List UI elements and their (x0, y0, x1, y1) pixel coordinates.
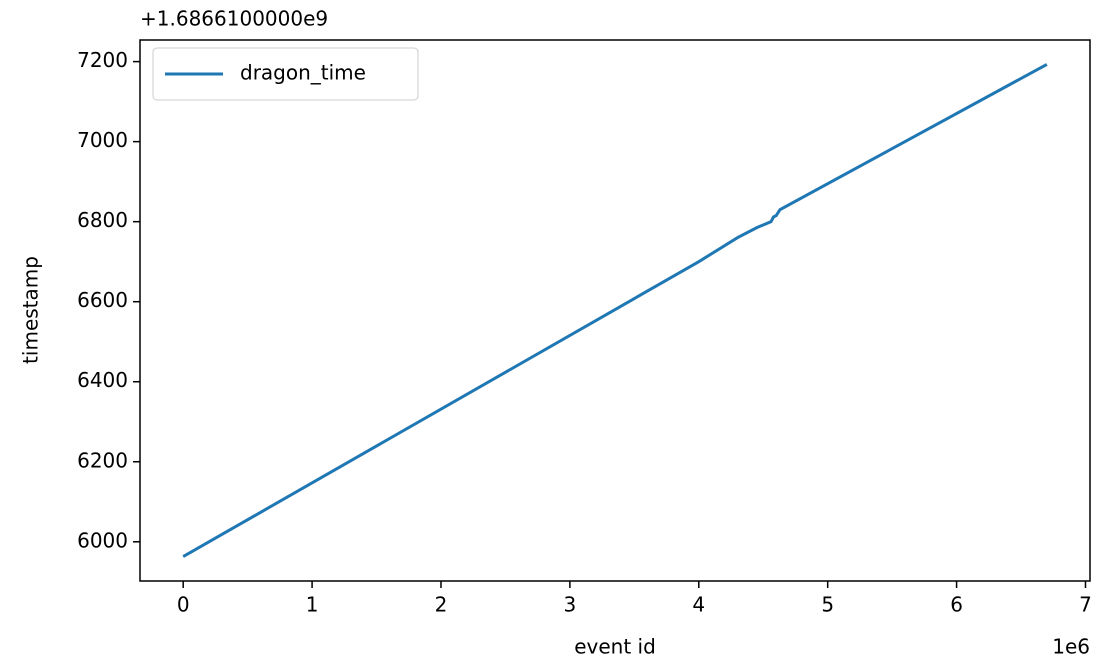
y-tick-label: 6800 (77, 208, 128, 232)
y-tick-label: 6000 (77, 528, 128, 552)
y-tick-label: 7000 (77, 128, 128, 152)
data-line (182, 63, 1048, 558)
x-tick-label: 6 (950, 593, 963, 617)
y-axis-label: timestamp (19, 256, 43, 364)
x-tick-label: 2 (435, 593, 448, 617)
x-axis-label: event id (574, 635, 656, 659)
plot-frame (139, 39, 1091, 582)
legend-label: dragon_time (240, 61, 366, 85)
y-tick-label: 6600 (77, 288, 128, 312)
x-tick-label: 5 (821, 593, 834, 617)
x-offset-label: 1e6 (1052, 635, 1090, 659)
y-tick-label: 6400 (77, 368, 128, 392)
legend-box (152, 47, 419, 101)
x-tick-label: 4 (692, 593, 705, 617)
y-tick-label: 7200 (77, 48, 128, 72)
x-tick-label: 1 (306, 593, 319, 617)
x-tick-label: 7 (1079, 593, 1092, 617)
x-tick-label: 0 (177, 593, 190, 617)
y-tick-label: 6200 (77, 448, 128, 472)
x-tick-label: 3 (564, 593, 577, 617)
y-offset-label: +1.6866100000e9 (140, 7, 328, 31)
